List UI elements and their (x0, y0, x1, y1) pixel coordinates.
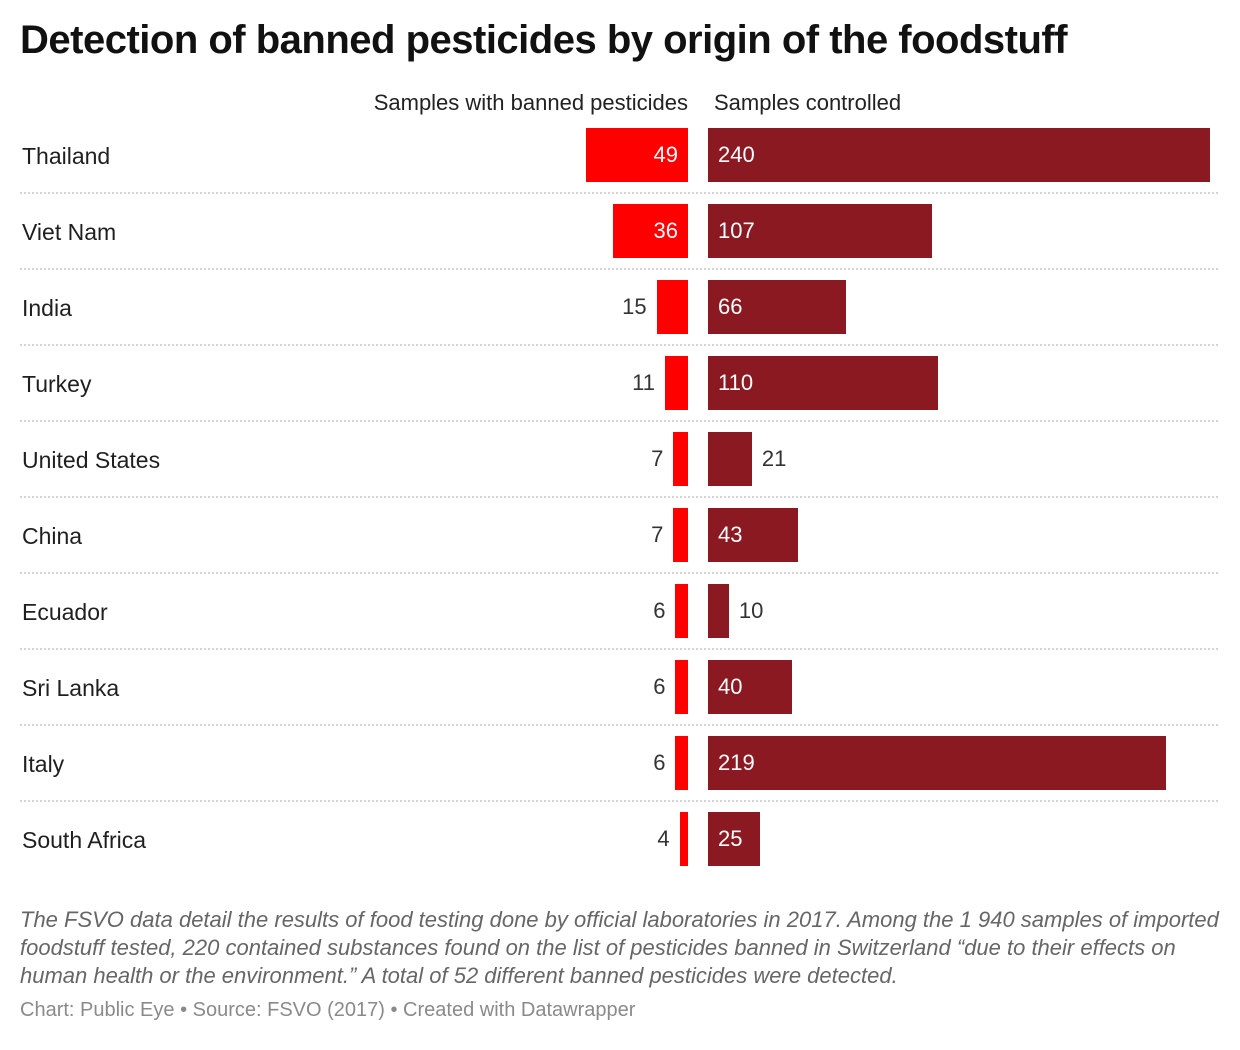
row-china: China 7 43 (0, 508, 1240, 584)
chart-title: Detection of banned pesticides by origin… (20, 18, 1068, 62)
row-divider (20, 420, 1218, 422)
category-label: Viet Nam (22, 219, 117, 245)
value-label-controlled: 40 (718, 674, 743, 699)
header-controlled: Samples controlled (714, 90, 902, 115)
bar-controlled (708, 432, 752, 486)
row-united-states: United States 7 21 (0, 432, 1240, 508)
row-turkey: Turkey 11 110 (0, 356, 1240, 432)
row-viet-nam: Viet Nam 36 107 (0, 204, 1240, 280)
bar-controlled (708, 812, 761, 866)
value-label-controlled: 43 (718, 522, 743, 547)
value-label-banned: 4 (657, 826, 670, 851)
value-label-controlled: 219 (718, 750, 755, 775)
row-divider (20, 800, 1218, 802)
value-label-controlled: 110 (718, 370, 754, 395)
category-label: China (22, 523, 83, 549)
bar-banned (664, 356, 688, 410)
row-divider (20, 496, 1218, 498)
row-divider (20, 344, 1218, 346)
category-label: Sri Lanka (22, 675, 120, 701)
category-label: India (22, 295, 72, 321)
bar-banned (675, 660, 688, 714)
bar-controlled (708, 584, 729, 638)
value-label-controlled: 10 (738, 598, 764, 623)
row-divider (20, 192, 1218, 194)
bar-banned (675, 736, 688, 790)
bar-banned (673, 432, 688, 486)
row-italy: Italy 6 219 (0, 736, 1240, 812)
row-india: India 15 66 (0, 280, 1240, 356)
category-label: South Africa (22, 827, 147, 853)
bar-controlled (708, 736, 1167, 790)
bar-controlled (708, 280, 847, 334)
bar-banned (585, 128, 688, 182)
value-label-banned: 7 (651, 446, 664, 471)
bar-controlled (708, 356, 939, 410)
category-label: Turkey (22, 371, 92, 397)
category-label: United States (22, 447, 161, 473)
category-label: Thailand (22, 143, 111, 169)
bar-banned (675, 584, 688, 638)
bar-controlled (708, 508, 798, 562)
value-label-banned: 36 (653, 218, 678, 243)
row-divider (20, 572, 1218, 574)
row-thailand: Thailand 49 240 (0, 128, 1240, 204)
row-divider (20, 724, 1218, 726)
value-label-controlled: 25 (718, 826, 743, 851)
bar-banned (612, 204, 688, 258)
row-sri-lanka: Sri Lanka 6 40 (0, 660, 1240, 736)
bar-controlled (708, 660, 792, 714)
row-divider (20, 648, 1218, 650)
bar-banned (656, 280, 688, 334)
category-label: Italy (22, 751, 65, 777)
header-banned: Samples with banned pesticides (373, 90, 688, 115)
value-label-banned: 6 (653, 674, 666, 699)
value-label-controlled: 66 (718, 294, 743, 319)
value-label-banned: 6 (653, 598, 666, 623)
value-label-controlled: 21 (761, 446, 787, 471)
value-label-controlled: 107 (718, 218, 755, 243)
chart-note: The FSVO data detail the results of food… (20, 907, 1219, 988)
row-ecuador: Ecuador 6 10 (0, 584, 1240, 660)
bar-controlled (708, 204, 932, 258)
bar-banned (673, 508, 688, 562)
value-label-banned: 15 (622, 294, 647, 319)
chart-footer: Chart: Public Eye • Source: FSVO (2017) … (20, 999, 636, 1021)
value-label-controlled: 240 (718, 142, 755, 167)
value-label-banned: 6 (653, 750, 666, 775)
value-label-banned: 7 (651, 522, 664, 547)
bar-chart: Thailand 49 240 Viet Nam 36 107 India 15 66 Turke… (0, 128, 1240, 888)
value-label-banned: 11 (632, 370, 655, 395)
value-label-banned: 49 (653, 142, 678, 167)
row-divider (20, 268, 1218, 270)
bar-controlled (708, 128, 1210, 182)
category-label: Ecuador (22, 599, 108, 625)
bar-banned (679, 812, 688, 866)
row-south-africa: South Africa 4 25 (0, 812, 1240, 888)
